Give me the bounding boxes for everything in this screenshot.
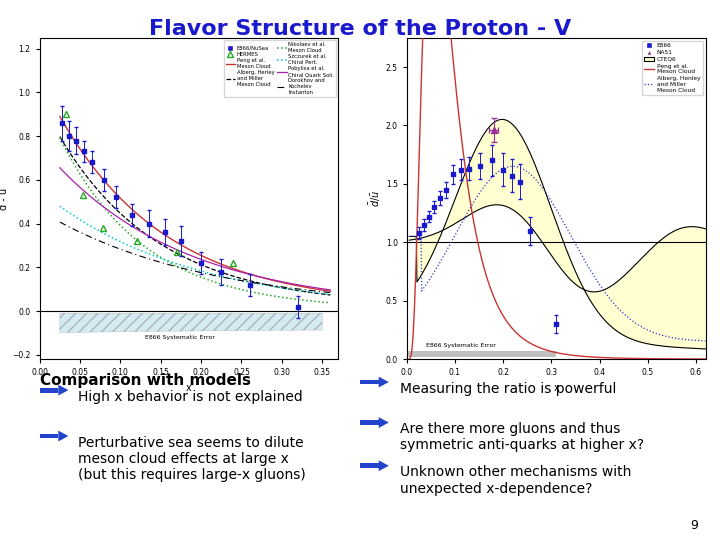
- Legend: E866/NuSea, HERMES, Peng et al.
Meson Cloud, Alberg, Herley
and Miller
Meson Clo: E866/NuSea, HERMES, Peng et al. Meson Cl…: [224, 40, 336, 97]
- Polygon shape: [379, 377, 389, 388]
- Polygon shape: [58, 431, 68, 442]
- Text: Perturbative sea seems to dilute
meson cloud effects at large x
(but this requir: Perturbative sea seems to dilute meson c…: [78, 436, 305, 482]
- Text: Flavor Structure of the Proton - V: Flavor Structure of the Proton - V: [149, 19, 571, 39]
- Text: E866 Systematic Error: E866 Systematic Error: [426, 343, 496, 348]
- Text: Comparison with models: Comparison with models: [40, 373, 251, 388]
- FancyBboxPatch shape: [360, 380, 379, 384]
- Text: Are there more gluons and thus
symmetric anti-quarks at higher x?: Are there more gluons and thus symmetric…: [400, 422, 644, 453]
- X-axis label: x: x: [554, 383, 559, 393]
- FancyBboxPatch shape: [360, 420, 379, 425]
- Polygon shape: [58, 384, 68, 395]
- Text: Unknown other mechanisms with
unexpected x-dependence?: Unknown other mechanisms with unexpected…: [400, 465, 631, 496]
- Text: E866 Systematic Error: E866 Systematic Error: [145, 335, 215, 340]
- Text: High x behavior is not explained: High x behavior is not explained: [78, 390, 302, 404]
- Text: 9: 9: [690, 519, 698, 532]
- FancyBboxPatch shape: [40, 388, 58, 393]
- FancyBboxPatch shape: [360, 463, 379, 468]
- FancyBboxPatch shape: [40, 434, 58, 438]
- X-axis label: x: x: [186, 383, 192, 393]
- Y-axis label: $\bar{d}/\bar{u}$: $\bar{d}/\bar{u}$: [368, 190, 383, 207]
- Polygon shape: [379, 417, 389, 428]
- Legend: E866, NA51, CTEQ6, Peng et al.
Meson Cloud, Alberg, Henley
and Miller
Meson Clou: E866, NA51, CTEQ6, Peng et al. Meson Clo…: [642, 40, 703, 95]
- Text: Measuring the ratio is powerful: Measuring the ratio is powerful: [400, 382, 616, 396]
- Y-axis label: d - u: d - u: [0, 187, 9, 210]
- Polygon shape: [379, 460, 389, 471]
